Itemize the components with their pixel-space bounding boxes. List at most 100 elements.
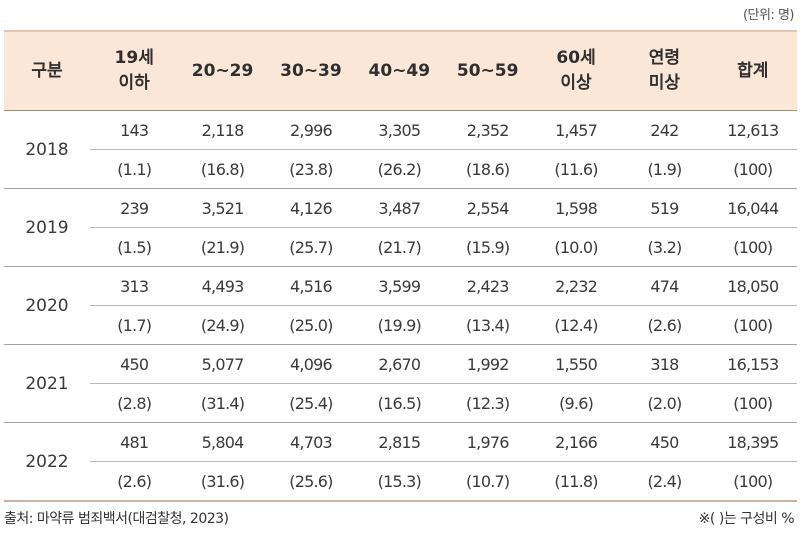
percent-cell: (25.6) [266, 461, 356, 502]
percent-cell: (16.5) [355, 383, 444, 423]
percent-cell: (12.4) [531, 305, 621, 345]
percent-cell: (1.7) [90, 305, 179, 345]
header-cell: 40~49 [355, 30, 444, 111]
count-cell: 2,670 [355, 344, 444, 384]
percent-cell: (31.6) [178, 461, 267, 502]
ratio-note: ※( )는 구성비 % [698, 511, 795, 527]
year-cell: 2021 [4, 344, 90, 423]
count-cell: 4,703 [266, 422, 356, 462]
table-row-percent: (2.8) (31.4) (25.4) (16.5) (12.3) (9.6) (2.0)(… [4, 383, 797, 423]
percent-cell: (2.0) [620, 383, 709, 423]
percent-cell: (3.2) [620, 227, 709, 267]
count-cell: 5,077 [178, 344, 267, 384]
year-cell: 2020 [4, 266, 90, 345]
percent-cell: (100) [708, 383, 797, 423]
percent-cell: (100) [708, 149, 797, 189]
header-cell: 60세 이상 [531, 30, 621, 111]
header-cell: 50~59 [443, 30, 532, 111]
table-row-percent: (1.1) (16.8) (23.8) (26.2) (18.6) (11.6) (1.9)… [4, 149, 797, 189]
count-cell: 3,521 [178, 188, 267, 228]
year-cell: 2022 [4, 422, 90, 502]
header-category: 구분 [4, 30, 90, 111]
percent-cell: (13.4) [443, 305, 532, 345]
count-cell: 450 [620, 422, 709, 462]
percent-cell: (12.3) [443, 383, 532, 423]
table-row-count: 2020 313 4,493 4,516 3,599 2,423 2,232 474 18,05… [4, 266, 797, 345]
count-cell: 16,153 [708, 344, 797, 384]
table-row-count: 2022 481 5,804 4,703 2,815 1,976 2,166 450 18,39… [4, 422, 797, 502]
percent-cell: (18.6) [443, 149, 532, 189]
table-row-percent: (2.6) (31.6) (25.6) (15.3) (10.7) (11.8) (2.4)… [4, 461, 797, 502]
percent-cell: (9.6) [531, 383, 621, 423]
count-cell: 143 [90, 110, 179, 150]
percent-cell: (10.0) [531, 227, 621, 267]
count-cell: 16,044 [708, 188, 797, 228]
count-cell: 2,423 [443, 266, 532, 306]
count-cell: 3,487 [355, 188, 444, 228]
percent-cell: (11.8) [531, 461, 621, 502]
count-cell: 18,050 [708, 266, 797, 306]
percent-cell: (16.8) [178, 149, 267, 189]
header-cell: 20~29 [178, 30, 267, 111]
table-row-percent: (1.7) (24.9) (25.0) (19.9) (13.4) (12.4) (2.6)… [4, 305, 797, 345]
count-cell: 5,804 [178, 422, 267, 462]
header-cell: 19세 이하 [90, 30, 179, 111]
count-cell: 4,126 [266, 188, 356, 228]
count-cell: 18,395 [708, 422, 797, 462]
percent-cell: (1.1) [90, 149, 179, 189]
count-cell: 1,550 [531, 344, 621, 384]
percent-cell: (100) [708, 461, 797, 502]
header-cell: 연령 미상 [620, 30, 709, 111]
percent-cell: (26.2) [355, 149, 444, 189]
unit-note: (단위: 명) [742, 8, 795, 23]
count-cell: 12,613 [708, 110, 797, 150]
count-cell: 481 [90, 422, 179, 462]
table-row-percent: (1.5) (21.9) (25.7) (21.7) (15.9) (10.0) (3.2)… [4, 227, 797, 267]
count-cell: 239 [90, 188, 179, 228]
count-cell: 2,352 [443, 110, 532, 150]
percent-cell: (24.9) [178, 305, 267, 345]
count-cell: 1,598 [531, 188, 621, 228]
percent-cell: (10.7) [443, 461, 532, 502]
count-cell: 4,516 [266, 266, 356, 306]
percent-cell: (1.5) [90, 227, 179, 267]
count-cell: 4,096 [266, 344, 356, 384]
count-cell: 318 [620, 344, 709, 384]
percent-cell: (2.6) [620, 305, 709, 345]
header-cell: 30~39 [266, 30, 356, 111]
count-cell: 1,457 [531, 110, 621, 150]
percent-cell: (100) [708, 305, 797, 345]
count-cell: 2,232 [531, 266, 621, 306]
age-statistics-table: 구분 19세 이하 20~29 30~39 40~49 50~59 60세 이상 연령 미상 합… [4, 30, 797, 502]
count-cell: 2,118 [178, 110, 267, 150]
count-cell: 450 [90, 344, 179, 384]
percent-cell: (23.8) [266, 149, 356, 189]
percent-cell: (15.9) [443, 227, 532, 267]
percent-cell: (2.6) [90, 461, 179, 502]
count-cell: 474 [620, 266, 709, 306]
count-cell: 1,992 [443, 344, 532, 384]
percent-cell: (31.4) [178, 383, 267, 423]
year-cell: 2018 [4, 110, 90, 189]
percent-cell: (11.6) [531, 149, 621, 189]
source-note: 출처: 마약류 범죄백서(대검찰청, 2023) [4, 511, 229, 527]
table-row-count: 2018 143 2,118 2,996 3,305 2,352 1,457 242 12,61… [4, 110, 797, 189]
count-cell: 3,599 [355, 266, 444, 306]
percent-cell: (2.4) [620, 461, 709, 502]
count-cell: 519 [620, 188, 709, 228]
count-cell: 1,976 [443, 422, 532, 462]
count-cell: 2,554 [443, 188, 532, 228]
count-cell: 4,493 [178, 266, 267, 306]
percent-cell: (21.9) [178, 227, 267, 267]
percent-cell: (100) [708, 227, 797, 267]
percent-cell: (19.9) [355, 305, 444, 345]
count-cell: 2,166 [531, 422, 621, 462]
header-row: 구분 19세 이하 20~29 30~39 40~49 50~59 60세 이상 연령 미상 합… [4, 30, 797, 111]
percent-cell: (2.8) [90, 383, 179, 423]
count-cell: 2,996 [266, 110, 356, 150]
count-cell: 2,815 [355, 422, 444, 462]
year-cell: 2019 [4, 188, 90, 267]
count-cell: 242 [620, 110, 709, 150]
table-row-count: 2021 450 5,077 4,096 2,670 1,992 1,550 318 16,15… [4, 344, 797, 423]
count-cell: 3,305 [355, 110, 444, 150]
